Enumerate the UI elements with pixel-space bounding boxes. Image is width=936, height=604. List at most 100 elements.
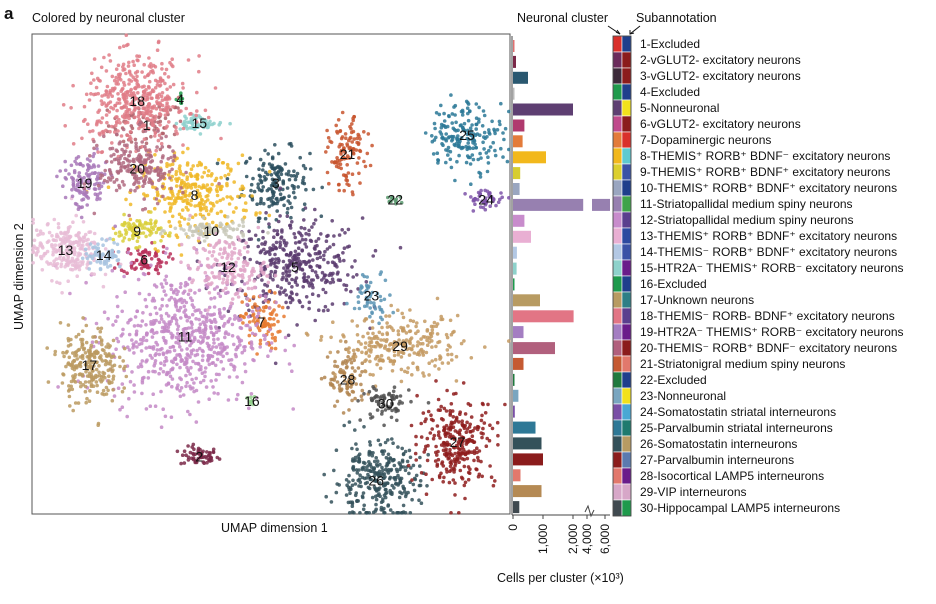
bar-cluster-8 <box>513 151 546 164</box>
legend-label-7: 7-Dopaminergic neurons <box>640 133 771 147</box>
bar-cluster-1 <box>513 40 515 52</box>
swatch-subannotation-4 <box>621 83 632 101</box>
panel-letter: a <box>4 4 14 23</box>
legend-label-11: 11-Striatopallidal medium spiny neurons <box>640 197 853 211</box>
umap-label-2: 2 <box>195 448 203 464</box>
swatch-cluster-6 <box>612 115 623 133</box>
umap-points <box>31 33 511 515</box>
swatch-cluster-15 <box>612 259 623 277</box>
swatch-cluster-17 <box>612 291 623 309</box>
umap-label-13: 13 <box>58 242 74 258</box>
legend-label-30: 30-Hippocampal LAMP5 interneurons <box>640 501 840 515</box>
umap-label-30: 30 <box>378 396 394 412</box>
axis-break-mark <box>584 504 595 518</box>
umap-label-17: 17 <box>82 357 98 373</box>
umap-cluster-21 <box>324 110 374 197</box>
swatch-subannotation-7 <box>621 131 632 149</box>
legend-label-3: 3-vGLUT2- excitatory neurons <box>640 69 801 83</box>
bar-cluster-28 <box>513 469 521 482</box>
swatch-cluster-12 <box>612 211 623 229</box>
legend-label-5: 5-Nonneuronal <box>640 101 719 115</box>
swatch-subannotation-2 <box>621 51 632 69</box>
bar-cluster-26 <box>513 437 542 450</box>
swatch-cluster-4 <box>612 83 623 101</box>
umap-label-11: 11 <box>178 328 193 344</box>
swatch-subannotation-30 <box>621 499 632 517</box>
swatch-subannotation-6 <box>621 115 632 133</box>
swatch-cluster-7 <box>612 131 623 149</box>
umap-label-26: 26 <box>368 472 384 488</box>
legend-label-9: 9-THEMIS⁺ RORB⁺ BDNF⁺ excitatory neurons <box>640 165 890 179</box>
swatch-cluster-13 <box>612 227 623 245</box>
bar-chart <box>513 40 610 514</box>
legend-label-28: 28-Isocortical LAMP5 interneurons <box>640 469 824 483</box>
umap-label-1: 1 <box>143 117 151 133</box>
umap-cluster-14 <box>80 236 122 272</box>
swatch-subannotation-17 <box>621 291 632 309</box>
umap-label-23: 23 <box>364 288 380 304</box>
bar-cluster-27 <box>513 453 543 466</box>
legend-label-10: 10-THEMIS⁺ RORB⁺ BDNF⁺ excitatory neuron… <box>640 181 897 195</box>
legend-label-16: 16-Excluded <box>640 277 707 291</box>
bar-cluster-3 <box>513 71 528 84</box>
umap-cluster-12 <box>179 213 278 312</box>
umap-cluster-22 <box>386 195 404 206</box>
umap-label-25: 25 <box>459 127 475 143</box>
swatch-cluster-18 <box>612 307 623 325</box>
umap-cluster-19 <box>55 147 117 229</box>
umap-cluster-24 <box>463 188 511 213</box>
umap-label-8: 8 <box>191 187 199 203</box>
swatch-cluster-11 <box>612 195 623 213</box>
bar-tick-label: 6,000 <box>598 524 612 554</box>
umap-cluster-26 <box>322 420 431 515</box>
swatch-cluster-27 <box>612 451 623 469</box>
swatch-cluster-14 <box>612 243 623 261</box>
swatch-cluster-26 <box>612 435 623 453</box>
legend-label-13: 13-THEMIS⁺ RORB⁺ BDNF⁺ excitatory neuron… <box>640 229 897 243</box>
swatch-cluster-1 <box>612 35 623 53</box>
swatch-subannotation-5 <box>621 99 632 117</box>
swatch-subannotation-16 <box>621 275 632 293</box>
bar-cluster-12 <box>513 214 525 227</box>
bar-cluster-15 <box>513 262 517 275</box>
swatch-subannotation-10 <box>621 179 632 197</box>
bar-x-label: Cells per cluster (×10³) <box>497 571 624 585</box>
umap-label-18: 18 <box>129 93 145 109</box>
legend-label-26: 26-Somatostatin interneurons <box>640 437 797 451</box>
swatch-cluster-2 <box>612 51 623 69</box>
legend-label-23: 23-Nonneuronal <box>640 389 726 403</box>
umap-label-20: 20 <box>129 160 145 176</box>
swatch-subannotation-3 <box>621 67 632 85</box>
swatch-subannotation-15 <box>621 259 632 277</box>
umap-cluster-1 <box>105 99 183 159</box>
umap-y-label: UMAP dimension 2 <box>12 223 26 330</box>
bar-cluster-22 <box>513 373 515 386</box>
bar-cluster-23 <box>513 389 519 402</box>
umap-label-3: 3 <box>272 175 280 191</box>
bar-cluster-9 <box>513 167 521 180</box>
swatch-cluster-21 <box>612 355 623 373</box>
legend-label-27: 27-Parvalbumin interneurons <box>640 453 794 467</box>
umap-title: Colored by neuronal cluster <box>32 11 185 25</box>
swatch-cluster-24 <box>612 403 623 421</box>
legend-label-20: 20-THEMIS⁻ RORB⁺ BDNF⁻ excitatory neuron… <box>640 341 897 355</box>
bar-break-gap <box>586 197 592 212</box>
bar-cluster-4 <box>513 87 515 100</box>
swatch-cluster-22 <box>612 371 623 389</box>
umap-label-12: 12 <box>220 259 236 275</box>
bar-cluster-11 <box>513 198 584 211</box>
swatch-subannotation-25 <box>621 419 632 437</box>
legend-label-17: 17-Unknown neurons <box>640 293 754 307</box>
swatch-frame <box>612 35 632 517</box>
swatch-subannotation-9 <box>621 163 632 181</box>
swatch-cluster-30 <box>612 499 623 517</box>
legend-label-29: 29-VIP interneurons <box>640 485 747 499</box>
bar-cluster-2 <box>513 55 516 68</box>
swatch-subannotation-20 <box>621 339 632 357</box>
legend-label-14: 14-THEMIS⁻ RORB⁺ BDNF⁺ excitatory neuron… <box>640 245 897 259</box>
neuronal-cluster-header: Neuronal cluster <box>517 11 608 25</box>
legend-label-15: 15-HTR2A⁻ THEMIS⁺ RORB⁻ excitatory neuro… <box>640 261 904 275</box>
umap-label-9: 9 <box>133 223 141 239</box>
cluster-swatches <box>612 35 632 517</box>
